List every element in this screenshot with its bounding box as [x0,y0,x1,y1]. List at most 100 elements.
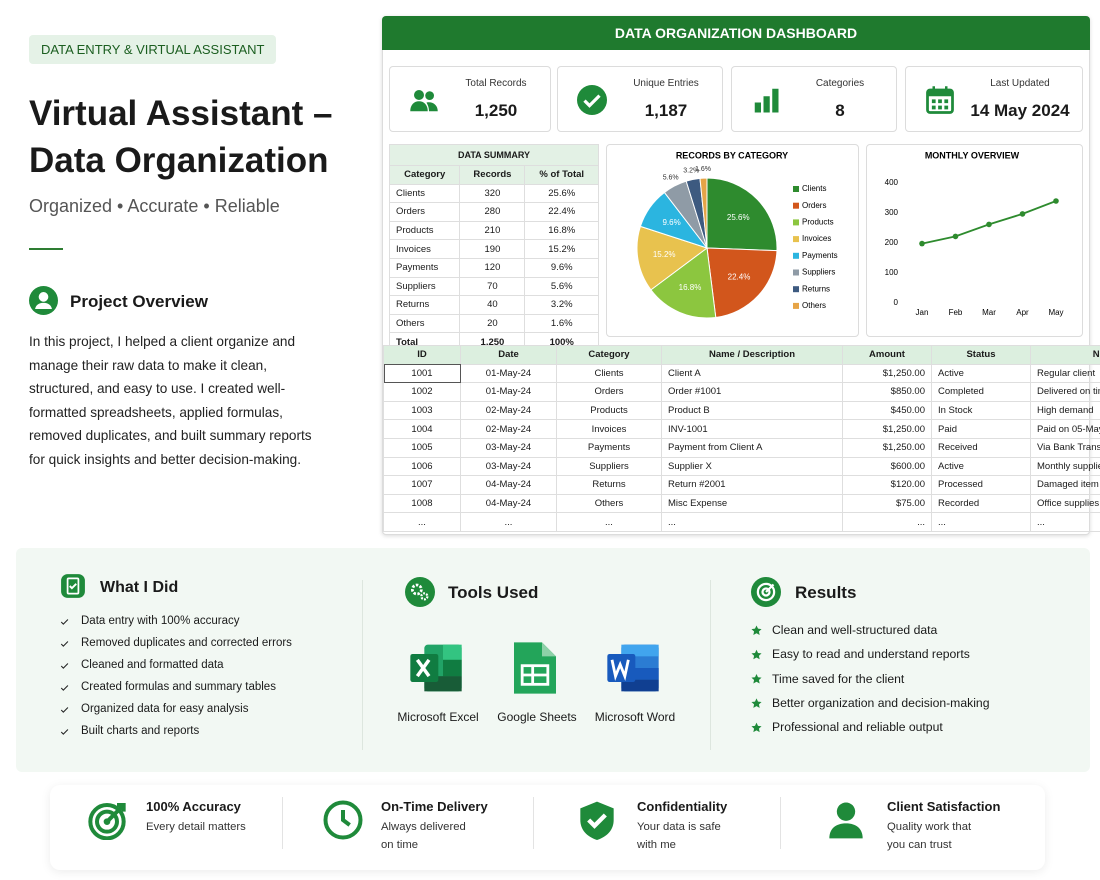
table-cell: $450.00 [842,400,932,421]
table-row: Orders 280 22.4% [388,202,599,222]
table-cell: 1006 [383,456,461,477]
table-cell: $120.00 [842,475,932,495]
table-cell: 70 [459,276,526,297]
table-cell: $75.00 [842,493,932,514]
icon-shape [35,302,52,309]
chart-card [866,144,1083,337]
table-cell: 02-May-24 [460,419,557,439]
table-cell: 02-May-24 [460,400,557,421]
table-cell: Received [931,437,1031,458]
table-cell: 1004 [383,419,461,439]
table-cell: 22.4% [524,202,599,222]
records-table: ID Date Category Name / Description Amount St… [383,345,1100,532]
table-cell: 320 [459,183,526,204]
kpi-label: Categories [815,78,865,89]
table-cell: Suppliers [388,276,461,297]
table-cell: 15.2% [524,239,599,259]
result-item: Better organization and decision-making [772,695,990,710]
table-cell: $1,250.00 [842,437,932,458]
table-cell: Office supplies [1030,493,1100,514]
table-cell: Return #2001 [661,475,843,495]
table-cell: 01-May-24 [460,382,557,402]
table-cell: Damaged item [1030,475,1100,495]
table-cell: 1002 [383,382,461,402]
subtitle: Organized • Accurate • Reliable [29,196,280,216]
list-item: Data entry with 100% accuracy [81,615,240,627]
list-item: Removed duplicates and corrected errors [81,637,292,649]
column-header: Category [556,345,662,365]
table-cell: $1,250.00 [842,419,932,439]
table-cell: 1007 [383,475,461,495]
table-cell: Active [931,363,1031,384]
results-heading: Results [795,583,857,602]
table-cell: 280 [459,202,526,222]
tool-name: Google Sheets [497,710,577,724]
result-item: Clean and well-structured data [772,623,938,637]
column-header: Date [460,345,557,365]
column-header: % of Total [524,165,599,185]
kpi-card: Last Updated 14 May 2024 [905,66,1083,132]
divider [29,248,63,250]
column-header: Amount [842,345,932,365]
table-cell: Supplier X [661,456,843,477]
icon-shape [38,292,49,302]
footer-strip [50,785,1045,870]
list-item: Created formulas and summary tables [81,681,276,693]
feature-title: On-Time Delivery [381,799,488,814]
table-cell: $850.00 [842,382,932,402]
table-cell: Clients [556,363,662,384]
table-cell: Regular client [1030,363,1100,384]
column-header: Category [388,165,461,185]
kpi-card: Unique Entries 1,187 [557,66,723,132]
result-item: Professional and reliable output [772,720,943,735]
table-cell: Invoices [388,239,461,259]
summary-table: DATA SUMMARY Category Records% of Total Cli… [388,144,599,352]
table-row: 1008 04-May-24 Others Misc Expense $75.00 Rec… [383,493,1100,514]
table-row: Clients 320 25.6% [388,183,599,204]
table-cell: ... [383,512,461,532]
header-row: ID Date Category Name / Description Amount St… [383,345,1100,365]
kpi-value: 1,187 [644,101,688,120]
table-cell: 20 [459,313,526,334]
table-cell: 16.8% [524,220,599,241]
feature-divider [533,797,534,849]
tool-name: Microsoft Excel [397,710,479,724]
table-cell: 1003 [383,400,461,421]
table-cell: 120 [459,257,526,278]
table-cell: Product B [661,400,843,421]
column-header: Notes [1030,345,1100,365]
list-item: Organized data for easy analysis [81,703,249,715]
table-cell: 190 [459,239,526,259]
feature-title: 100% Accuracy [146,799,241,814]
table-cell: Products [388,220,461,241]
list-item: Cleaned and formatted data [81,659,224,671]
table-cell: Client A [661,363,843,384]
kpi-value: 14 May 2024 [970,101,1070,120]
table-row: 1005 03-May-24 Payments Payment from Client… [383,437,1100,458]
table-row: Others 20 1.6% [388,313,599,334]
table-cell: Delivered on time [1030,382,1100,402]
table-row: Returns 40 3.2% [388,295,599,315]
table-cell: 01-May-24 [460,363,557,384]
table-cell: Suppliers [556,456,662,477]
kpi-card: Total Records 1,250 [389,66,551,132]
kpi-label: Total Records [465,78,527,89]
table-row: ..................... [383,512,1100,532]
kpi-card: Categories 8 [731,66,897,132]
table-cell: Returns [388,295,461,315]
what-heading: What I Did [100,579,179,596]
feature-text: Your data is safe with me [637,821,721,851]
table-cell: Paid on 05-May-24 [1030,419,1100,439]
table-cell: Monthly supplies [1030,456,1100,477]
table-cell: Invoices [556,419,662,439]
table-cell: INV-1001 [661,419,843,439]
table-row: 1001 01-May-24 Clients Client A $1,250.00 Act… [383,363,1100,384]
table-cell: 5.6% [524,276,599,297]
table-cell: $1,250.00 [842,363,932,384]
table-cell: 1005 [383,437,461,458]
overview-text: In this project, I helped a client organ… [29,334,312,467]
table-cell: Completed [931,382,1031,402]
table-row: 1003 02-May-24 Products Product B $450.00 In … [383,400,1100,421]
table-row: 1004 02-May-24 Invoices INV-1001 $1,250.00 Pa… [383,419,1100,439]
table-cell: Others [556,493,662,514]
